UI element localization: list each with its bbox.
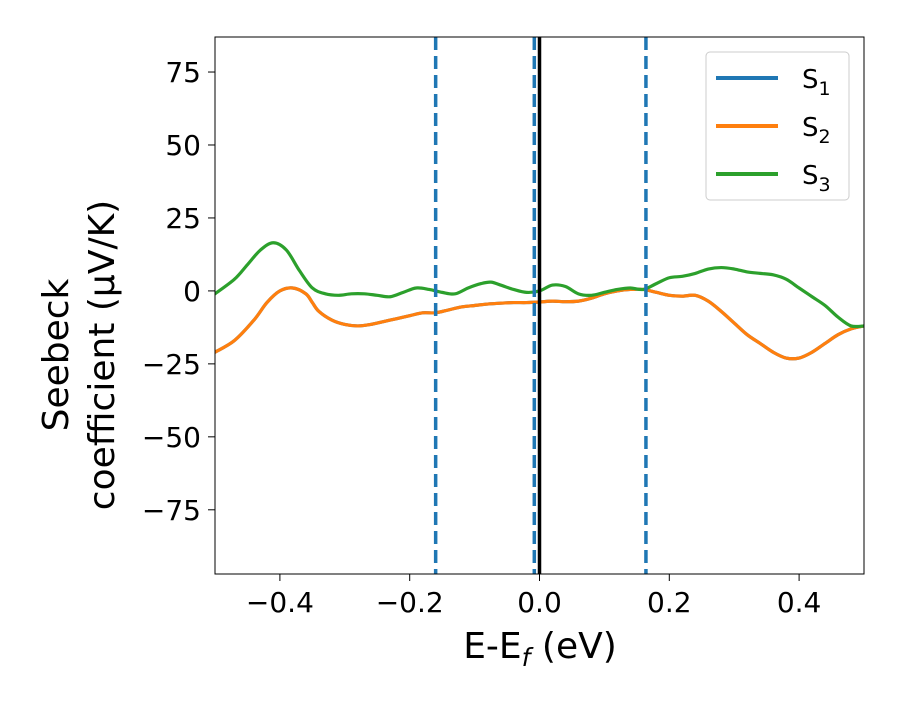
y-tick-label: 50 <box>165 129 201 162</box>
x-tick-label: −0.4 <box>246 586 314 619</box>
x-tick-label: −0.2 <box>376 586 444 619</box>
x-tick-label: 0.2 <box>647 586 692 619</box>
vertical-lines <box>433 37 648 574</box>
y-axis-title: Seebeck coefficient (μV/K) <box>36 200 123 510</box>
y-tick-label: 0 <box>183 275 201 308</box>
y-tick-label: −25 <box>142 348 201 381</box>
legend-entry-1: S1 <box>716 65 831 100</box>
y-axis-title-line1: Seebeck <box>36 278 77 431</box>
x-axis-ticks: −0.4 −0.2 0.0 0.2 0.4 <box>246 574 821 619</box>
y-tick-label: −50 <box>142 421 201 454</box>
y-tick-label: −75 <box>142 494 201 527</box>
x-tick-label: 0.0 <box>517 586 562 619</box>
x-axis-title: E-Ef (eV) <box>463 626 617 672</box>
y-tick-label: 75 <box>165 56 201 89</box>
y-axis-title-line2: coefficient (μV/K) <box>82 200 123 510</box>
x-tick-label: 0.4 <box>777 586 822 619</box>
y-axis-ticks: −75 −50 −25 0 25 50 75 <box>142 56 215 527</box>
y-tick-label: 25 <box>165 202 201 235</box>
